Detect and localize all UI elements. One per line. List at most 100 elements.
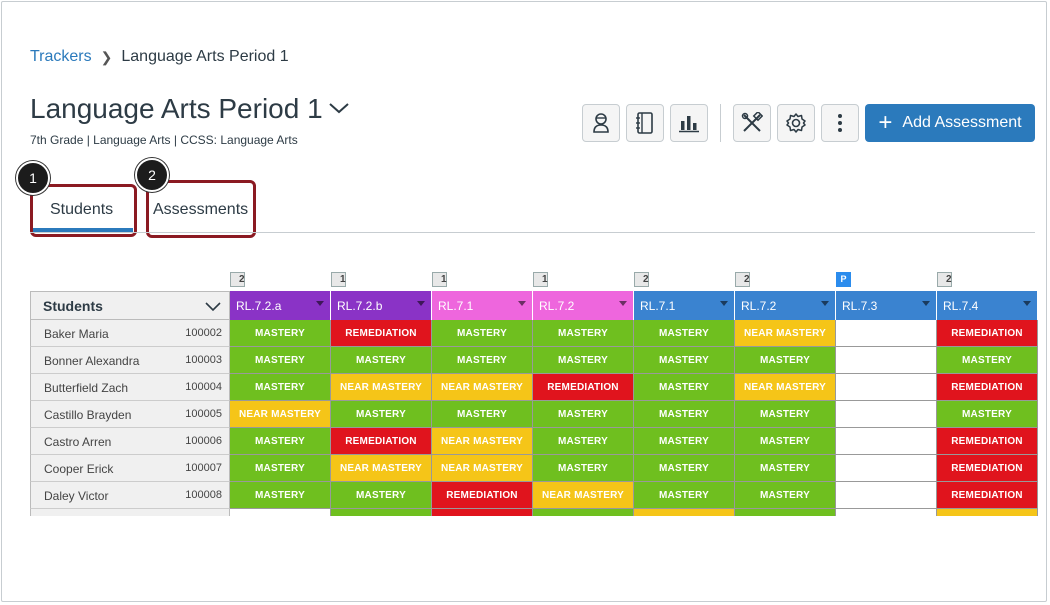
score-cell[interactable]: NEAR MASTERY xyxy=(533,482,634,509)
score-cell[interactable] xyxy=(735,509,836,516)
score-cell[interactable] xyxy=(634,509,735,516)
caret-down-icon[interactable] xyxy=(1023,301,1031,306)
score-cell[interactable]: MASTERY xyxy=(533,401,634,428)
score-cell[interactable] xyxy=(836,347,937,374)
score-cell[interactable]: MASTERY xyxy=(331,347,432,374)
score-cell[interactable] xyxy=(533,509,634,516)
score-cell[interactable]: MASTERY xyxy=(735,347,836,374)
score-cell[interactable]: NEAR MASTERY xyxy=(432,455,533,482)
score-cell[interactable]: MASTERY xyxy=(230,455,331,482)
score-cell[interactable]: MASTERY xyxy=(634,347,735,374)
tools-button[interactable] xyxy=(733,104,771,142)
standard-column-header[interactable]: RL.7.4 xyxy=(937,291,1038,320)
student-row[interactable]: Baker Maria 100002 xyxy=(30,320,230,347)
score-cell[interactable] xyxy=(331,509,432,516)
score-cell[interactable] xyxy=(836,401,937,428)
add-assessment-button[interactable]: + Add Assessment xyxy=(865,104,1035,142)
student-row[interactable]: Bonner Alexandra 100003 xyxy=(30,347,230,374)
chevron-down-icon[interactable] xyxy=(205,300,221,312)
score-cell[interactable]: MASTERY xyxy=(533,455,634,482)
score-cell[interactable]: MASTERY xyxy=(634,401,735,428)
score-cell[interactable]: REMEDIATION xyxy=(533,374,634,401)
score-cell[interactable]: MASTERY xyxy=(533,347,634,374)
tab-students[interactable]: Students xyxy=(50,201,114,218)
standard-column-header[interactable]: RL.7.2 xyxy=(533,291,634,320)
score-cell[interactable] xyxy=(836,374,937,401)
score-cell[interactable]: MASTERY xyxy=(230,320,331,347)
score-cell[interactable]: REMEDIATION xyxy=(937,482,1038,509)
student-row[interactable]: Cooper Erick 100007 xyxy=(30,455,230,482)
student-row[interactable]: Daley Victor 100008 xyxy=(30,482,230,509)
caret-down-icon[interactable] xyxy=(518,301,526,306)
score-cell[interactable]: NEAR MASTERY xyxy=(230,401,331,428)
score-cell[interactable]: MASTERY xyxy=(634,428,735,455)
score-cell[interactable]: MASTERY xyxy=(533,428,634,455)
score-cell[interactable]: NEAR MASTERY xyxy=(331,455,432,482)
score-cell[interactable]: NEAR MASTERY xyxy=(432,428,533,455)
score-cell[interactable] xyxy=(836,428,937,455)
score-cell[interactable]: MASTERY xyxy=(331,401,432,428)
score-cell[interactable] xyxy=(836,455,937,482)
standard-column-header[interactable]: RL.7.3 xyxy=(836,291,937,320)
score-cell[interactable]: REMEDIATION xyxy=(937,320,1038,347)
score-cell[interactable]: NEAR MASTERY xyxy=(735,320,836,347)
score-cell[interactable]: MASTERY xyxy=(937,401,1038,428)
score-cell[interactable]: MASTERY xyxy=(432,401,533,428)
score-cell[interactable]: MASTERY xyxy=(432,320,533,347)
score-cell[interactable]: MASTERY xyxy=(230,482,331,509)
score-cell[interactable]: MASTERY xyxy=(735,428,836,455)
score-cell[interactable]: NEAR MASTERY xyxy=(735,374,836,401)
score-cell[interactable] xyxy=(836,320,937,347)
score-cell[interactable]: NEAR MASTERY xyxy=(331,374,432,401)
score-cell[interactable]: REMEDIATION xyxy=(331,320,432,347)
students-column-header[interactable]: Students xyxy=(30,291,230,320)
score-cell[interactable]: MASTERY xyxy=(432,347,533,374)
student-row[interactable] xyxy=(30,509,230,516)
score-cell[interactable]: MASTERY xyxy=(634,320,735,347)
chevron-down-icon[interactable] xyxy=(328,100,350,116)
caret-down-icon[interactable] xyxy=(417,301,425,306)
caret-down-icon[interactable] xyxy=(821,301,829,306)
score-cell[interactable]: REMEDIATION xyxy=(937,428,1038,455)
score-cell[interactable] xyxy=(836,509,937,516)
score-cell[interactable]: MASTERY xyxy=(230,347,331,374)
score-cell[interactable]: REMEDIATION xyxy=(331,428,432,455)
caret-down-icon[interactable] xyxy=(619,301,627,306)
score-cell[interactable] xyxy=(836,482,937,509)
settings-button[interactable] xyxy=(777,104,815,142)
score-cell[interactable]: MASTERY xyxy=(634,455,735,482)
standard-column-header[interactable]: RL.7.2.a xyxy=(230,291,331,320)
score-cell[interactable]: REMEDIATION xyxy=(937,455,1038,482)
score-cell[interactable] xyxy=(432,509,533,516)
standard-column-header[interactable]: RL.7.1 xyxy=(634,291,735,320)
score-cell[interactable]: MASTERY xyxy=(735,455,836,482)
more-options-button[interactable] xyxy=(821,104,859,142)
score-cell[interactable]: MASTERY xyxy=(533,320,634,347)
score-cell[interactable]: REMEDIATION xyxy=(937,374,1038,401)
notebook-button[interactable] xyxy=(626,104,664,142)
breadcrumb-trackers-link[interactable]: Trackers xyxy=(30,48,92,65)
standard-column-header[interactable]: RL.7.1 xyxy=(432,291,533,320)
standard-column-header[interactable]: RL.7.2 xyxy=(735,291,836,320)
score-cell[interactable]: MASTERY xyxy=(230,428,331,455)
student-row[interactable]: Butterfield Zach 100004 xyxy=(30,374,230,401)
score-cell[interactable]: MASTERY xyxy=(735,482,836,509)
caret-down-icon[interactable] xyxy=(316,301,324,306)
students-view-button[interactable] xyxy=(582,104,620,142)
score-cell[interactable]: NEAR MASTERY xyxy=(432,374,533,401)
tab-assessments[interactable]: Assessments xyxy=(153,201,249,218)
student-row[interactable]: Castro Arren 100006 xyxy=(30,428,230,455)
score-cell[interactable]: MASTERY xyxy=(331,482,432,509)
standard-column-header[interactable]: RL.7.2.b xyxy=(331,291,432,320)
student-row[interactable]: Castillo Brayden 100005 xyxy=(30,401,230,428)
score-cell[interactable]: MASTERY xyxy=(937,347,1038,374)
score-cell[interactable] xyxy=(230,509,331,516)
score-cell[interactable]: MASTERY xyxy=(634,482,735,509)
score-cell[interactable]: MASTERY xyxy=(735,401,836,428)
score-cell[interactable] xyxy=(937,509,1038,516)
caret-down-icon[interactable] xyxy=(922,301,930,306)
score-cell[interactable]: REMEDIATION xyxy=(432,482,533,509)
score-cell[interactable]: MASTERY xyxy=(230,374,331,401)
score-cell[interactable]: MASTERY xyxy=(634,374,735,401)
reports-button[interactable] xyxy=(670,104,708,142)
